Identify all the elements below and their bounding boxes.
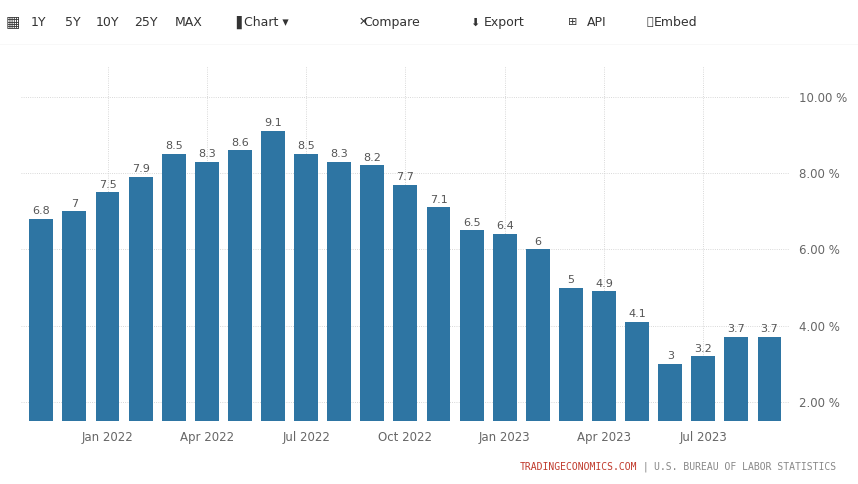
Bar — [228, 150, 251, 478]
Bar — [29, 219, 53, 478]
Text: 8.2: 8.2 — [364, 153, 381, 163]
Bar — [492, 234, 517, 478]
Text: 1Y: 1Y — [31, 16, 46, 29]
Bar — [758, 337, 782, 478]
Text: 7.1: 7.1 — [430, 195, 447, 205]
Text: ▐: ▐ — [231, 15, 241, 29]
Bar — [559, 287, 583, 478]
Text: 7.9: 7.9 — [131, 164, 149, 174]
Text: 8.3: 8.3 — [330, 149, 348, 159]
Text: 7.5: 7.5 — [99, 180, 117, 190]
Text: 6.5: 6.5 — [462, 218, 480, 227]
Text: 6.4: 6.4 — [496, 222, 514, 231]
Text: 3: 3 — [667, 351, 674, 361]
Text: 6: 6 — [535, 237, 541, 247]
Bar — [195, 162, 219, 478]
Text: Chart ▾: Chart ▾ — [244, 16, 288, 29]
Text: 8.6: 8.6 — [231, 137, 249, 148]
Text: 3.7: 3.7 — [761, 324, 778, 334]
Text: ⬇: ⬇ — [470, 17, 479, 27]
Bar — [327, 162, 351, 478]
Bar — [426, 208, 450, 478]
Text: 5: 5 — [567, 275, 574, 285]
Bar — [460, 230, 484, 478]
Text: 🖼: 🖼 — [646, 17, 653, 27]
Text: ✕: ✕ — [359, 17, 367, 27]
Bar — [162, 154, 185, 478]
Text: |: | — [637, 461, 655, 472]
Text: 10Y: 10Y — [95, 16, 119, 29]
Bar — [261, 131, 285, 478]
Text: 5Y: 5Y — [65, 16, 81, 29]
Text: API: API — [587, 16, 606, 29]
Text: Export: Export — [483, 16, 524, 29]
Text: 7: 7 — [71, 198, 78, 209]
Text: 3.7: 3.7 — [728, 324, 746, 334]
Bar — [692, 356, 716, 478]
Text: MAX: MAX — [175, 16, 202, 29]
Bar — [95, 192, 119, 478]
Text: 7.7: 7.7 — [396, 172, 414, 182]
Bar — [294, 154, 318, 478]
Text: 8.3: 8.3 — [198, 149, 215, 159]
Text: Compare: Compare — [364, 16, 420, 29]
Bar — [625, 322, 649, 478]
Bar — [394, 184, 417, 478]
Text: 8.5: 8.5 — [297, 141, 315, 151]
Text: ⊞: ⊞ — [568, 17, 577, 27]
Bar — [724, 337, 748, 478]
Text: TRADINGECONOMICS.COM: TRADINGECONOMICS.COM — [519, 462, 637, 472]
Bar — [658, 364, 682, 478]
Text: 4.1: 4.1 — [628, 309, 646, 319]
Bar — [360, 166, 384, 478]
Bar — [526, 249, 550, 478]
Bar — [129, 177, 153, 478]
Text: 6.8: 6.8 — [33, 206, 50, 216]
Text: 4.9: 4.9 — [595, 279, 613, 289]
Text: U.S. BUREAU OF LABOR STATISTICS: U.S. BUREAU OF LABOR STATISTICS — [655, 462, 837, 472]
Bar — [592, 291, 616, 478]
Text: 25Y: 25Y — [134, 16, 158, 29]
Bar — [63, 212, 87, 478]
Text: ▦: ▦ — [6, 15, 20, 30]
Text: 9.1: 9.1 — [264, 119, 282, 128]
Text: 3.2: 3.2 — [694, 344, 712, 353]
Text: 8.5: 8.5 — [165, 141, 183, 151]
Text: Embed: Embed — [654, 16, 697, 29]
